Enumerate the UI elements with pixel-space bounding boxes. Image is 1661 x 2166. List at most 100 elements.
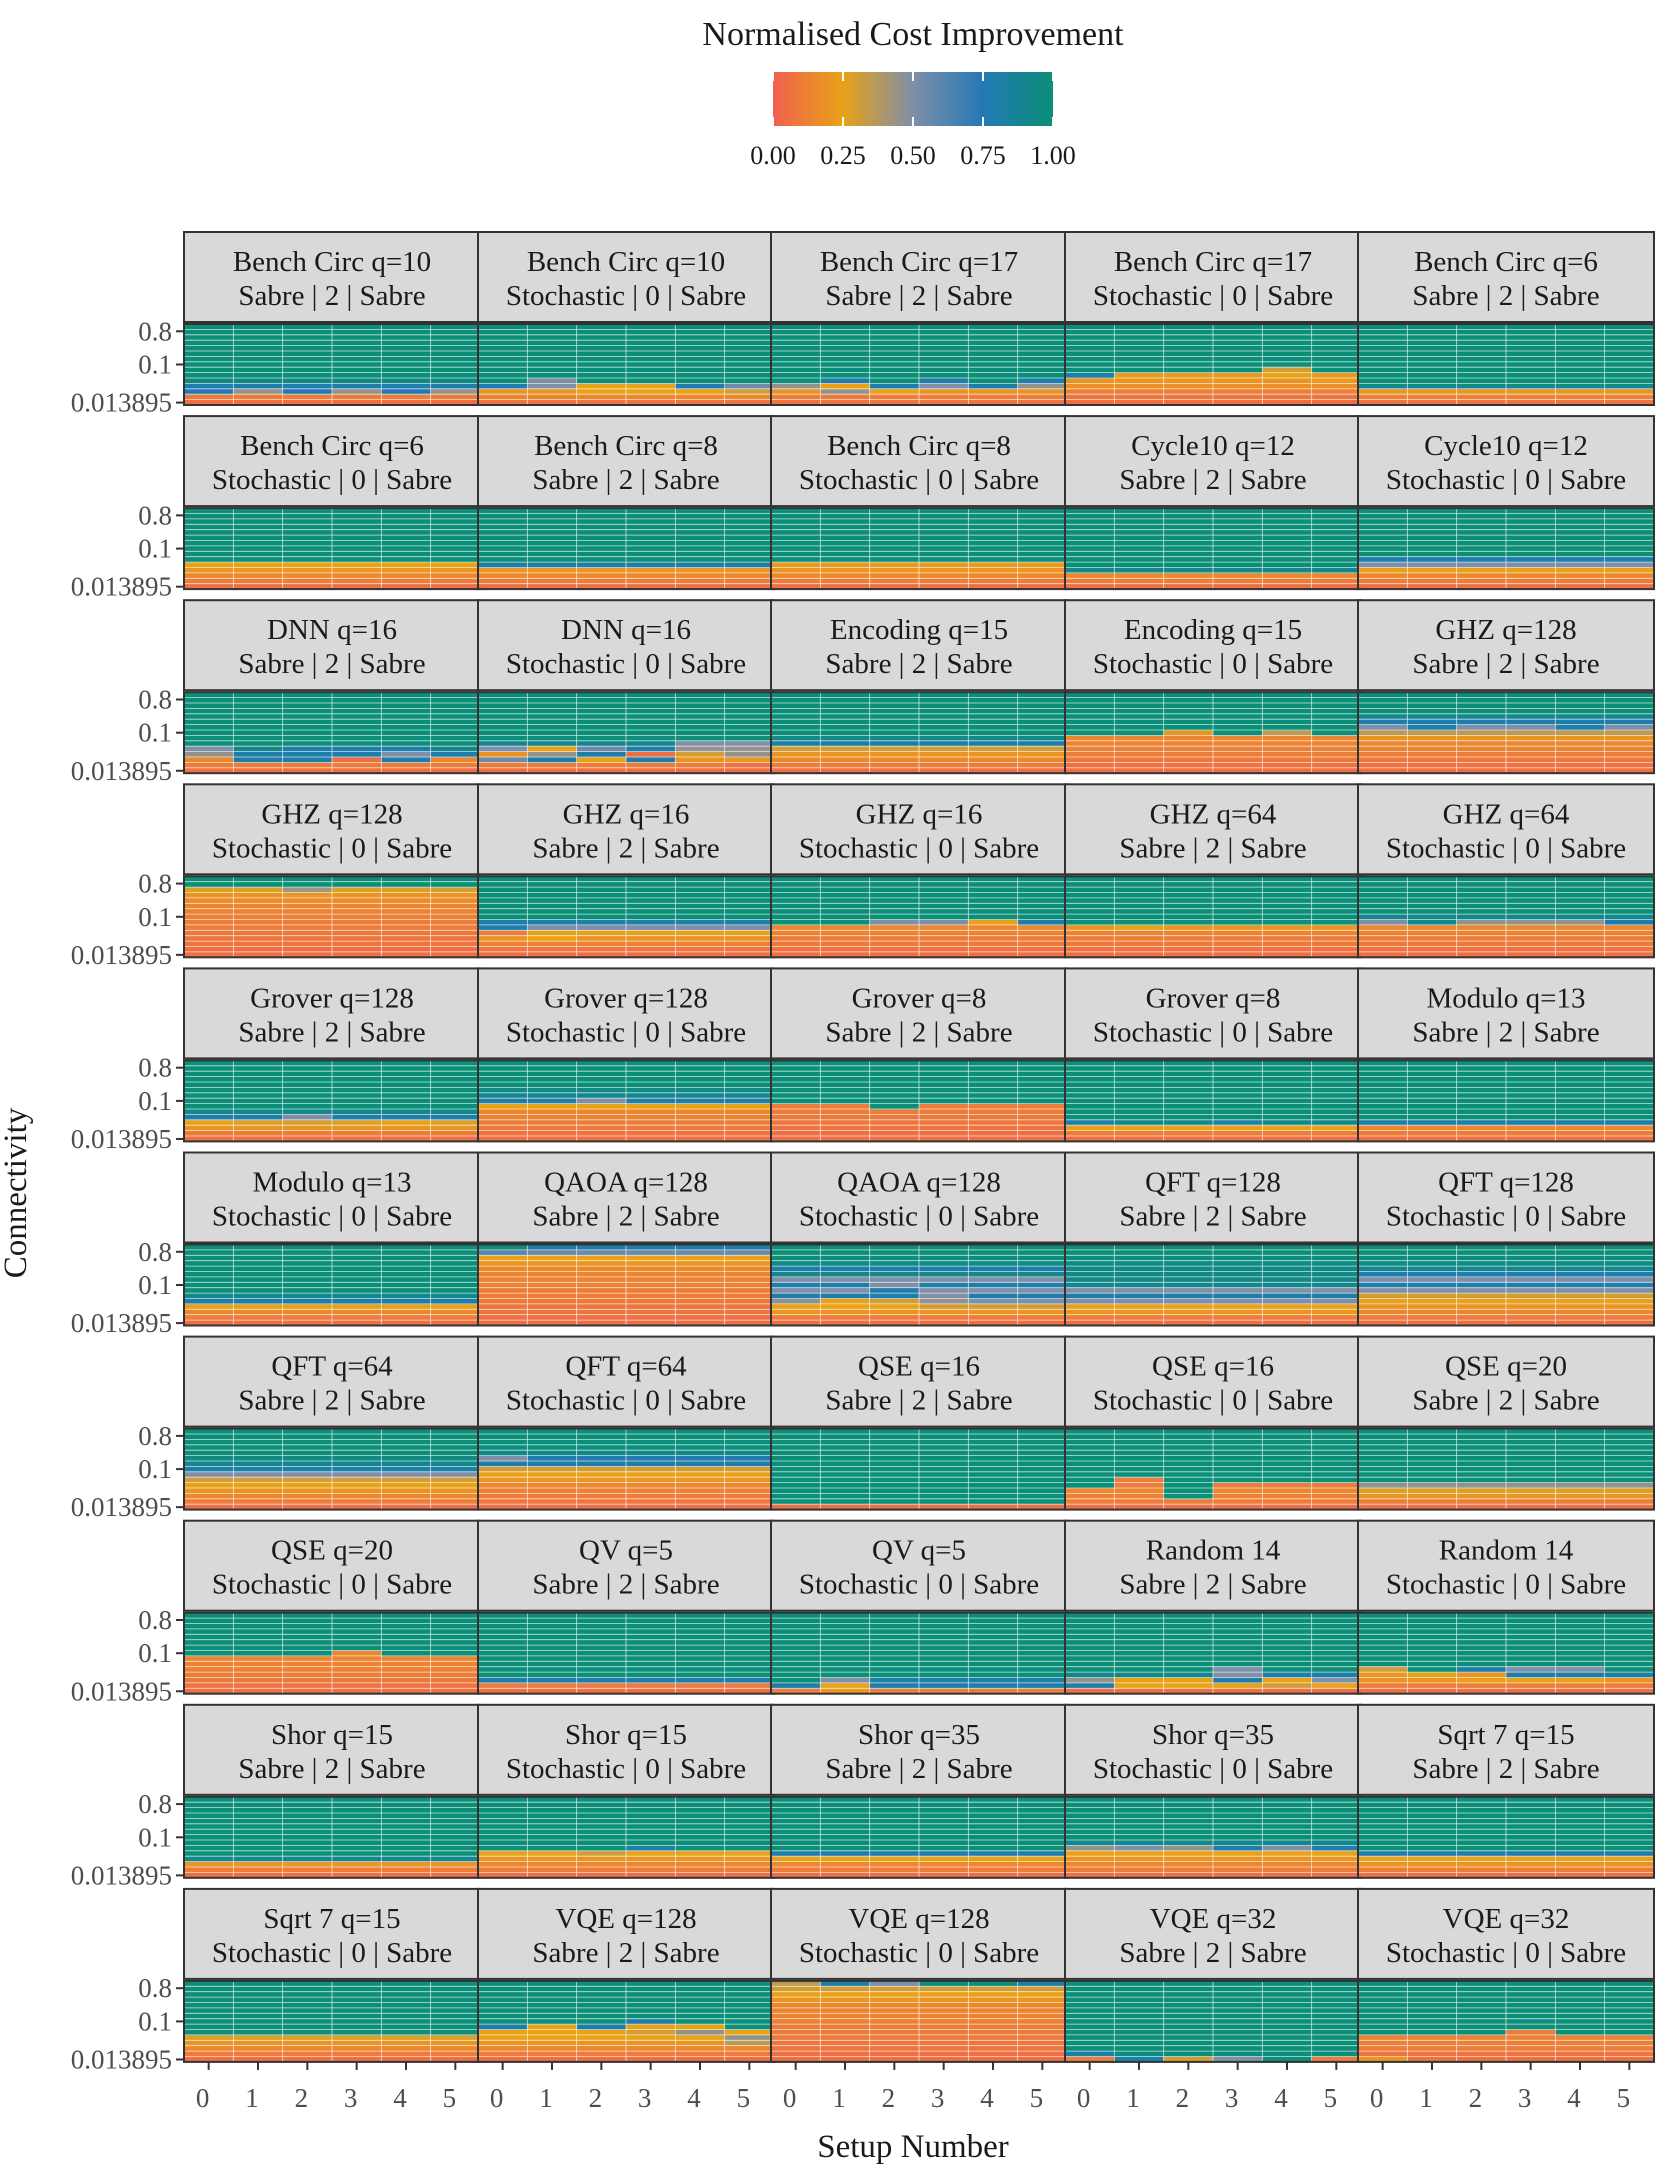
heatmap-cell <box>1506 394 1556 400</box>
heatmap-cell <box>282 1071 333 1077</box>
heatmap-cell <box>1604 1477 1655 1483</box>
heatmap-cell <box>626 1071 676 1077</box>
heatmap-cell <box>430 1444 481 1451</box>
heatmap-cell <box>332 897 382 904</box>
panel-title: GHZ q=16 <box>856 798 983 830</box>
heatmap-cell <box>381 697 431 704</box>
heatmap-cell <box>576 1482 627 1489</box>
heatmap-cell <box>233 1802 283 1808</box>
heatmap-cell <box>184 356 234 363</box>
heatmap-cell <box>1311 1688 1362 1694</box>
heatmap-cell <box>1311 367 1362 373</box>
heatmap-cell <box>968 1287 1018 1294</box>
heatmap-cell <box>675 740 725 747</box>
heatmap-cell <box>1065 562 1115 568</box>
heatmap-cell <box>576 946 627 953</box>
heatmap-cell <box>478 762 528 769</box>
heatmap-cell <box>968 767 1018 774</box>
heatmap-cell <box>1311 1840 1362 1846</box>
heatmap-cell <box>1065 1293 1115 1299</box>
heatmap-cell <box>184 1439 234 1446</box>
heatmap-cell <box>1262 1282 1312 1288</box>
heatmap-cell <box>919 1850 969 1857</box>
heatmap-cell <box>626 735 676 742</box>
heatmap-cell <box>233 329 283 336</box>
heatmap-cell <box>282 946 333 953</box>
heatmap-cell <box>1213 1271 1263 1278</box>
heatmap-cell <box>1114 329 1164 336</box>
heatmap-cell <box>1358 1666 1408 1673</box>
heatmap-cell <box>282 1060 333 1067</box>
heatmap-cell <box>381 1807 431 1814</box>
heatmap-cell <box>1213 1244 1263 1251</box>
heatmap-cell <box>1407 930 1457 936</box>
panel-title: QSE q=16 <box>858 1351 980 1383</box>
heatmap-cell <box>1163 897 1214 904</box>
heatmap-cell <box>724 394 775 400</box>
heatmap-cell <box>1114 524 1164 530</box>
heatmap-cell <box>675 757 725 763</box>
heatmap-cell <box>1017 946 1068 953</box>
heatmap-cell <box>527 583 577 590</box>
heatmap-cell <box>1456 361 1507 368</box>
heatmap-cell <box>1311 1834 1362 1841</box>
heatmap-cell <box>1407 324 1457 330</box>
heatmap-cell <box>381 708 431 715</box>
heatmap-cell <box>184 1677 234 1684</box>
heatmap-cell <box>820 919 870 926</box>
heatmap-cell <box>820 1655 870 1662</box>
heatmap-cell <box>626 1612 676 1619</box>
heatmap-cell <box>869 757 920 763</box>
heatmap-cell <box>332 757 382 763</box>
heatmap-cell <box>626 1634 676 1640</box>
heatmap-cell <box>626 881 676 888</box>
heatmap-cell <box>675 1130 725 1137</box>
heatmap-cell <box>282 383 333 390</box>
heatmap-cell <box>1114 356 1164 363</box>
heatmap-cell <box>1213 1498 1263 1505</box>
heatmap-cell <box>184 1076 234 1083</box>
heatmap-cell <box>576 562 627 568</box>
heatmap-cell <box>1456 767 1507 774</box>
heatmap-cell <box>1163 1823 1214 1830</box>
heatmap-cell <box>1065 914 1115 920</box>
panel-subtitle: Stochastic | 0 | Sabre <box>1386 1201 1626 1233</box>
heatmap-cell <box>771 719 821 725</box>
heatmap-cell <box>1311 351 1362 357</box>
heatmap-cell <box>1262 556 1312 563</box>
heatmap-cell <box>919 708 969 715</box>
heatmap-cell <box>968 567 1018 574</box>
heatmap-cell <box>820 930 870 936</box>
heatmap-cell <box>1604 524 1655 530</box>
heatmap-cell <box>820 1439 870 1446</box>
heatmap-cell <box>771 1628 821 1635</box>
heatmap-cell <box>1213 892 1263 899</box>
heatmap-cell <box>233 897 283 904</box>
heatmap-cell <box>919 1060 969 1067</box>
heatmap-cell <box>332 1287 382 1294</box>
heatmap-cell <box>233 524 283 530</box>
heatmap-cell <box>1065 1065 1115 1072</box>
heatmap-cell <box>184 367 234 373</box>
heatmap-cell <box>1407 724 1457 731</box>
heatmap-cell <box>184 1493 234 1500</box>
heatmap-cell <box>820 1661 870 1667</box>
heatmap-cell <box>1311 1255 1362 1261</box>
heatmap-cell <box>1456 1119 1507 1126</box>
heatmap-cell <box>626 1314 676 1321</box>
heatmap-cell <box>968 762 1018 769</box>
heatmap-cell <box>724 1823 775 1830</box>
heatmap-cell <box>1163 578 1214 584</box>
heatmap-cell <box>1065 1661 1115 1667</box>
heatmap-cell <box>626 524 676 530</box>
heatmap-cell <box>184 1634 234 1640</box>
heatmap-cell <box>626 1119 676 1126</box>
heatmap-cell <box>919 719 969 725</box>
heatmap-cell <box>527 1872 577 1879</box>
heatmap-cell <box>869 1845 920 1852</box>
heatmap-cell <box>771 388 821 395</box>
heatmap-cell <box>919 1845 969 1852</box>
heatmap-cell <box>430 361 481 368</box>
